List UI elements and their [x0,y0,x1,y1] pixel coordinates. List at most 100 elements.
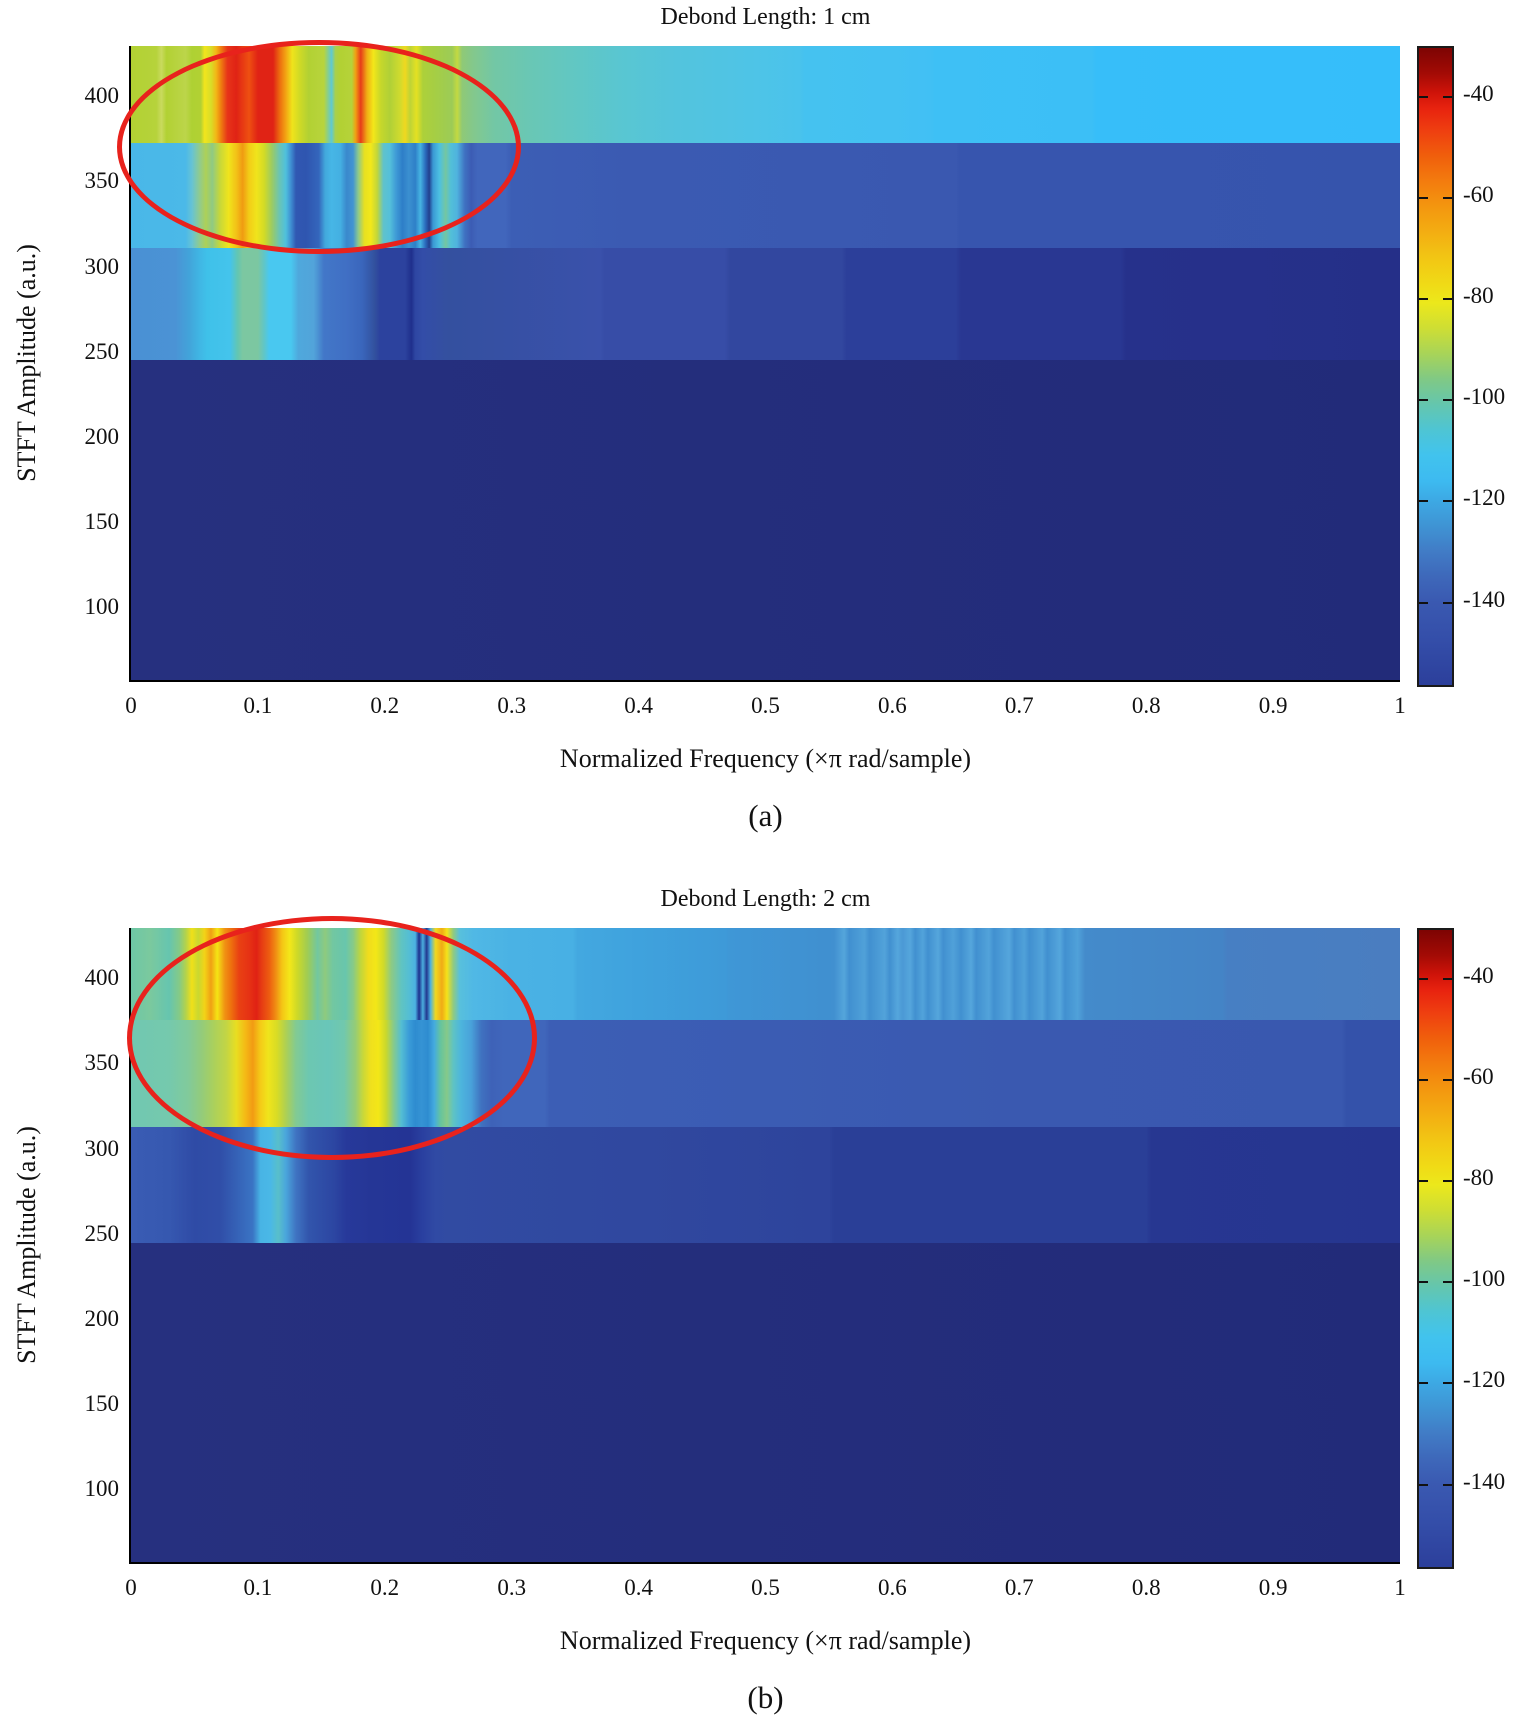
colorbar [1417,928,1454,1569]
x-tick-label: 0.4 [624,1575,653,1600]
y-tick-label: 250 [84,1220,120,1246]
heatmap-bands [131,928,1400,1562]
colorbar-tick-label: -60 [1463,182,1494,208]
x-tick-label: 0.1 [243,693,273,718]
colorbar-tick-mark [1443,1180,1452,1183]
colorbar-tick-mark [1443,500,1452,503]
colorbar-tick-mark [1443,1079,1452,1082]
colorbar-tick-mark [1443,298,1452,301]
y-tick-label: 400 [84,83,120,109]
colorbar-tick-mark [1419,1483,1428,1486]
y-tick-label: 350 [84,1050,120,1076]
colorbar-tick-label: -100 [1463,384,1506,410]
colorbar-tick-mark [1443,1382,1452,1385]
annotation-ellipse [117,40,521,254]
colorbar-tick-label: -140 [1463,586,1506,612]
heatmap-band [131,248,1400,360]
x-tick-label: 1 [1394,1575,1406,1600]
colorbar-gradient [1419,930,1452,1567]
x-tick-label: 0 [125,1575,137,1600]
colorbar-tick-mark [1443,96,1452,99]
colorbar-gradient [1419,48,1452,685]
heatmap-band [131,1127,1400,1243]
colorbar-tick-label: -120 [1463,1367,1506,1393]
heatmap-plot [129,928,1400,1564]
y-tick-label: 150 [84,509,120,535]
colorbar-tick-label: -140 [1463,1468,1506,1494]
colorbar-tick-mark [1443,399,1452,402]
heatmap-bands [131,46,1400,680]
heatmap-band [131,1243,1400,1562]
plot-title: Debond Length: 2 cm [660,886,871,912]
colorbar-tick-label: -40 [1463,963,1494,989]
x-tick-label: 0.2 [370,693,400,718]
heatmap-band [131,928,1400,1020]
y-tick-label: 100 [84,1476,120,1502]
colorbar-tick-mark [1419,298,1428,301]
x-tick-label: 0.7 [1004,1575,1034,1600]
colorbar-tick-label: -80 [1463,283,1494,309]
colorbar-tick-mark [1443,1281,1452,1284]
y-axis-label: STFT Amplitude (a.u.) [12,1126,41,1364]
colorbar [1417,46,1454,687]
y-tick-label: 300 [84,253,120,279]
x-axis-label: Normalized Frequency (×π rad/sample) [559,1626,972,1655]
x-tick-label: 0.8 [1131,693,1161,718]
colorbar-tick-mark [1419,1079,1428,1082]
heatmap-plot [129,46,1400,682]
y-tick-label: 150 [84,1391,120,1417]
x-tick-label: 0.2 [370,1575,400,1600]
x-tick-label: 0.8 [1131,1575,1161,1600]
panel-label: (b) [747,1680,784,1715]
x-tick-label: 0.7 [1004,693,1034,718]
y-tick-label: 200 [84,1305,120,1331]
x-tick-label: 0.6 [878,693,907,718]
x-axis-label: Normalized Frequency (×π rad/sample) [559,744,972,773]
x-tick-label: 0.9 [1258,693,1288,718]
colorbar-tick-label: -80 [1463,1165,1494,1191]
colorbar-tick-label: -120 [1463,485,1506,511]
y-tick-label: 200 [84,423,120,449]
colorbar-tick-label: -40 [1463,81,1494,107]
heatmap-band [131,1020,1400,1127]
colorbar-tick-mark [1443,978,1452,981]
colorbar-tick-mark [1419,500,1428,503]
colorbar-tick-label: -60 [1463,1064,1494,1090]
colorbar-tick-mark [1419,197,1428,200]
colorbar-tick-mark [1443,601,1452,604]
plot-title: Debond Length: 1 cm [660,4,871,30]
heatmap-band [131,143,1400,248]
x-tick-label: 0.5 [751,1575,780,1600]
colorbar-tick-mark [1419,978,1428,981]
y-tick-label: 300 [84,1135,120,1161]
y-tick-label: 400 [84,965,120,991]
y-tick-label: 350 [84,168,120,194]
x-tick-label: 1 [1394,693,1406,718]
x-tick-label: 0.3 [497,1575,527,1600]
colorbar-tick-mark [1443,197,1452,200]
x-tick-label: 0.4 [624,693,653,718]
y-tick-label: 250 [84,338,120,364]
colorbar-tick-mark [1419,1281,1428,1284]
x-tick-label: 0.9 [1258,1575,1288,1600]
y-tick-label: 100 [84,594,120,620]
colorbar-tick-mark [1443,1483,1452,1486]
panel-label: (a) [748,798,783,833]
x-tick-label: 0 [125,693,137,718]
colorbar-tick-mark [1419,399,1428,402]
colorbar-tick-mark [1419,1382,1428,1385]
x-tick-label: 0.6 [878,1575,907,1600]
colorbar-tick-mark [1419,1180,1428,1183]
x-tick-label: 0.5 [751,693,780,718]
y-axis-label: STFT Amplitude (a.u.) [12,244,41,482]
heatmap-band [131,360,1400,680]
x-tick-label: 0.1 [243,1575,273,1600]
colorbar-tick-label: -100 [1463,1266,1506,1292]
colorbar-tick-mark [1419,601,1428,604]
heatmap-band [131,46,1400,143]
annotation-ellipse [127,916,537,1160]
x-tick-label: 0.3 [497,693,527,718]
colorbar-tick-mark [1419,96,1428,99]
